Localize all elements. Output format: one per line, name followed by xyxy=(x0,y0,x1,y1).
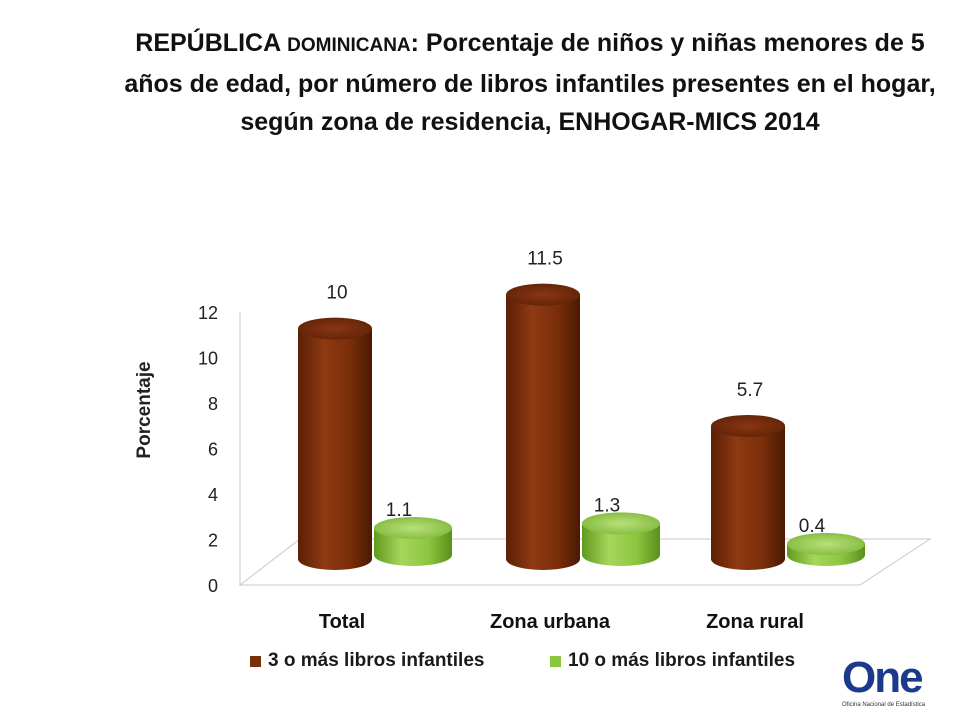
bar-series-2 xyxy=(582,512,660,566)
data-label-series-1: 10 xyxy=(326,283,347,304)
bar-series-2 xyxy=(374,516,452,566)
chart-title: REPÚBLICA DOMINICANA: Porcentaje de niño… xyxy=(120,24,940,141)
x-category-label: Zona urbana xyxy=(490,611,611,633)
data-label-series-2: 0.4 xyxy=(799,516,826,537)
bar-series-1 xyxy=(298,317,372,570)
y-axis-label: Porcentaje xyxy=(134,361,155,458)
logo-subtitle: Oficina Nacional de Estadística xyxy=(842,702,926,708)
legend-swatch-brown xyxy=(250,655,261,667)
legend-item-series-1: 3 o más libros infantiles xyxy=(250,650,484,672)
logo-mark: One xyxy=(842,653,924,702)
one-logo: One Oficina Nacional de Estadística xyxy=(842,656,940,712)
legend-label-series-1: 3 o más libros infantiles xyxy=(268,650,485,671)
data-label-series-2: 1.3 xyxy=(594,495,620,516)
y-tick-label: 8 xyxy=(208,394,218,414)
data-label-series-2: 1.1 xyxy=(386,500,412,521)
y-tick-label: 12 xyxy=(198,303,218,323)
data-label-series-1: 5.7 xyxy=(737,380,763,401)
bar-series-1 xyxy=(711,414,785,570)
title-rest: : Porcentaje de niños y niñas menores de… xyxy=(124,29,936,136)
title-country: DOMINICANA xyxy=(287,35,411,56)
legend-swatch-green xyxy=(550,655,561,667)
y-tick-label: 10 xyxy=(198,349,218,369)
legend-item-series-2: 10 o más libros infantiles xyxy=(550,650,795,672)
y-tick-label: 2 xyxy=(208,531,218,551)
bar-series-1 xyxy=(506,283,580,570)
legend-label-series-2: 10 o más libros infantiles xyxy=(568,650,796,671)
data-label-series-1: 11.5 xyxy=(527,249,563,270)
x-category-label: Zona rural xyxy=(706,611,804,633)
y-tick-label: 0 xyxy=(208,576,218,596)
bar-series-2 xyxy=(787,532,865,566)
x-category-label: Total xyxy=(319,611,365,633)
title-prefix: REPÚBLICA xyxy=(135,29,281,57)
y-tick-label: 6 xyxy=(208,440,218,460)
y-tick-label: 4 xyxy=(208,485,218,505)
legend: 3 o más libros infantiles 10 o más libro… xyxy=(250,650,850,676)
